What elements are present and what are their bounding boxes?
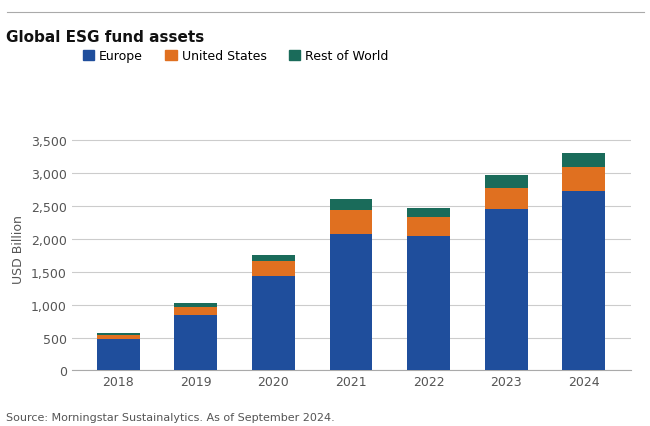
Bar xyxy=(252,262,294,277)
Legend: Europe, United States, Rest of World: Europe, United States, Rest of World xyxy=(78,45,394,68)
Bar xyxy=(330,234,372,371)
Text: Global ESG fund assets: Global ESG fund assets xyxy=(6,30,205,45)
Bar xyxy=(174,307,217,316)
Bar xyxy=(330,200,372,210)
Bar xyxy=(485,176,528,188)
Bar xyxy=(562,154,605,167)
Bar xyxy=(562,167,605,191)
Bar xyxy=(485,209,528,371)
Bar xyxy=(252,256,294,262)
Text: Source: Morningstar Sustainalytics. As of September 2024.: Source: Morningstar Sustainalytics. As o… xyxy=(6,412,335,422)
Bar xyxy=(330,210,372,234)
Bar xyxy=(408,208,450,217)
Bar xyxy=(252,277,294,371)
Bar xyxy=(408,236,450,371)
Bar xyxy=(97,333,140,336)
Y-axis label: USD Billion: USD Billion xyxy=(12,215,25,284)
Bar xyxy=(174,316,217,371)
Bar xyxy=(97,340,140,371)
Bar xyxy=(562,191,605,371)
Bar xyxy=(485,188,528,209)
Bar xyxy=(97,336,140,340)
Bar xyxy=(408,217,450,236)
Bar xyxy=(174,303,217,307)
